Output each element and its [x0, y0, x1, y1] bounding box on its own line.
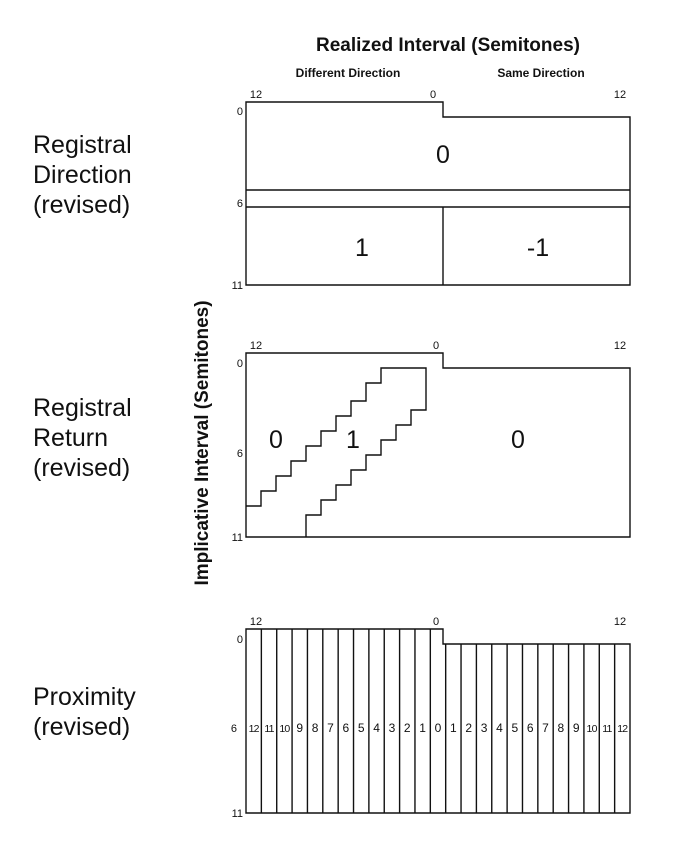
column-value: 6 [342, 721, 349, 735]
top-tick-center: 0 [433, 616, 439, 628]
column-value: 4 [373, 721, 380, 735]
header-title: Realized Interval (Semitones) [316, 35, 580, 56]
panel-label-line: (revised) [33, 191, 130, 219]
region-value: 1 [346, 426, 360, 454]
top-tick-right: 12 [614, 616, 626, 628]
side-tick-11: 11 [232, 808, 243, 820]
side-tick-0: 0 [237, 358, 243, 370]
side-tick-6: 6 [237, 198, 243, 210]
panel-label-line: Registral [33, 131, 132, 159]
header-left-label: Different Direction [296, 66, 401, 80]
column-value: 6 [527, 721, 534, 735]
column-value: 11 [264, 723, 274, 735]
panel-proximity: Proximity (revised) 12 0 12 0 6 11 12 11 1… [33, 616, 631, 820]
side-tick-0: 0 [237, 106, 243, 118]
top-tick-left: 12 [250, 89, 262, 101]
panel-registral-direction: Registral Direction (revised) 12 0 12 0 … [33, 89, 631, 292]
column-value: 3 [481, 721, 488, 735]
staircase-boundary-upper [246, 367, 427, 537]
column-value: 1 [450, 721, 457, 735]
region-value: 1 [355, 234, 369, 262]
column-values: 12 11 10 9 8 7 6 5 4 3 2 1 0 1 2 3 4 5 6 7 8 9 10 11 12 [249, 721, 629, 735]
panel-label-line: (revised) [33, 713, 130, 741]
panel-registral-return: Registral Return (revised) 12 0 12 0 6 1… [33, 340, 631, 544]
panel-outline [245, 352, 631, 538]
side-tick-11: 11 [232, 280, 243, 292]
column-value: 2 [465, 721, 472, 735]
side-tick-6: 6 [237, 448, 243, 460]
panel-label-line: (revised) [33, 454, 130, 482]
region-value: 0 [511, 426, 525, 454]
column-value: 12 [617, 723, 628, 735]
column-value: 12 [249, 723, 260, 735]
column-value: 10 [279, 723, 290, 735]
header-right-label: Same Direction [497, 66, 584, 80]
panel-label-line: Proximity [33, 683, 136, 711]
column-value: 9 [296, 721, 303, 735]
region-value: 0 [269, 426, 283, 454]
panel-label-line: Registral [33, 394, 132, 422]
side-tick-11: 11 [232, 532, 243, 544]
column-value: 10 [587, 723, 598, 735]
top-tick-center: 0 [430, 89, 436, 101]
column-value: 7 [327, 721, 334, 735]
column-value: 7 [542, 721, 549, 735]
top-tick-right: 12 [614, 340, 626, 352]
region-value: 0 [436, 141, 450, 169]
column-value: 5 [358, 721, 365, 735]
column-value: 11 [602, 723, 612, 735]
y-axis-label: Implicative Interval (Semitones) [192, 300, 213, 585]
panel-outline [245, 101, 631, 286]
column-value: 0 [435, 721, 442, 735]
column-dividers [260, 629, 616, 813]
panel-label-line: Return [33, 424, 108, 452]
top-tick-center: 0 [433, 340, 439, 352]
side-tick-0: 0 [237, 634, 243, 646]
column-value: 1 [419, 721, 426, 735]
column-value: 9 [573, 721, 580, 735]
top-tick-left: 12 [250, 340, 262, 352]
side-tick-6: 6 [231, 723, 237, 735]
column-value: 8 [558, 721, 565, 735]
column-value: 5 [511, 721, 518, 735]
region-value: -1 [527, 234, 549, 262]
panel-label-line: Direction [33, 161, 132, 189]
column-value: 2 [404, 721, 411, 735]
column-value: 3 [389, 721, 396, 735]
top-tick-right: 12 [614, 89, 626, 101]
column-value: 8 [312, 721, 319, 735]
top-tick-left: 12 [250, 616, 262, 628]
column-value: 4 [496, 721, 503, 735]
panel-outline [245, 628, 631, 814]
